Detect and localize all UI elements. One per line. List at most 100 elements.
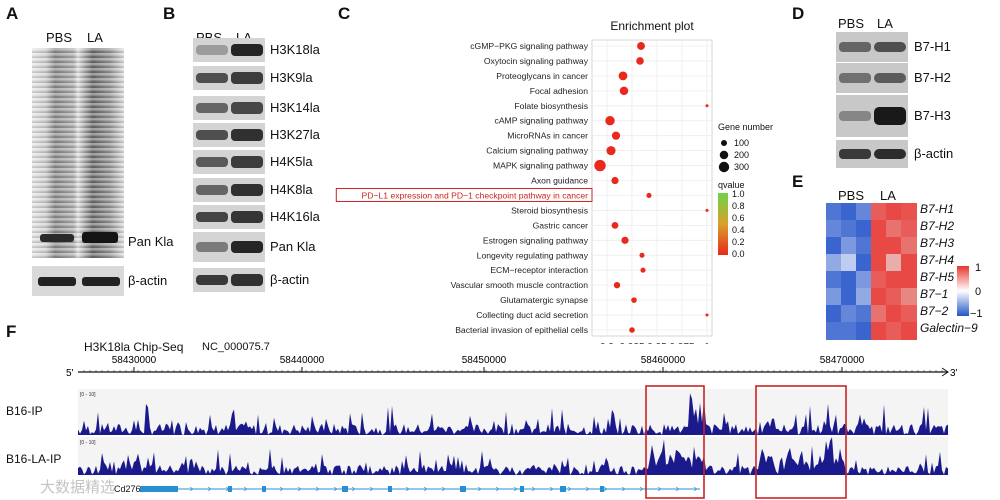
heatmap-cell [901,203,917,221]
qvalue-tick: 0.8 [732,201,745,211]
size-legend-dot [719,150,729,160]
blot-band-la [231,211,263,223]
heatmap-cell [871,305,887,323]
term-label: Calcium signaling pathway [486,146,588,156]
gene-strand-arrow [297,486,302,492]
d-band-pbs [839,149,871,159]
enrichment-point [611,131,621,140]
gene-label-cd276: Cd276 [114,484,141,494]
gene-strand-arrow [621,486,626,492]
d-band-pbs [839,42,871,52]
heatmap-cell [886,305,902,323]
term-label: Folate biosynthesis [514,101,588,111]
term-label: Proteoglycans in cancer [496,71,588,81]
enrichment-point [605,116,615,126]
blot-band-la [231,241,263,253]
term-label: PD−L1 expression and PD−1 checkpoint pat… [362,190,589,200]
panel-d-lane-la: LA [877,16,893,31]
heatmap-cell [826,305,842,323]
heatmap-cell [871,220,887,238]
heatmap-cell [826,271,842,289]
panel-d-lane-pbs: PBS [838,16,865,31]
blot-band-pbs [196,275,228,285]
heatmap-cell [886,203,902,221]
blot-2 [193,96,265,120]
highlight-box [335,187,593,202]
heatmap-cell [856,220,872,238]
blot-band-pbs [196,73,228,83]
enrichment-point [594,159,606,172]
chart-title: Enrichment plot [610,19,694,33]
heatmap-cell [841,203,857,221]
panel-a-actin-blot [32,266,124,296]
panel-d-label-0: B7-H1 [914,39,951,54]
blot-band-pbs [196,103,228,113]
heatmap-cell [886,220,902,238]
blot-band-pbs [196,185,228,195]
gene-strand-arrow [387,486,392,492]
panel-b-label-4: H4K5la [270,154,313,169]
heatmap-cell [856,322,872,340]
heatmap-cell [871,254,887,272]
enrichment-point [705,313,709,317]
d-blot-2 [836,95,908,137]
heatmap-gene-3: B7-H4 [920,253,955,267]
gene-exon [140,486,178,492]
term-label: Oxytocin signaling pathway [484,56,589,66]
enrichment-point [611,176,619,185]
gene-exon [342,486,348,492]
panel-d-label: D [792,4,805,23]
qvalue-tick: 0.4 [732,225,745,235]
chipseq-tracks: 5' 3' 58430000 58440000 58450000 58460000 5847… [66,355,958,499]
qvalue-tick: 0.2 [732,237,745,247]
panel-b-label-7: Pan Kla [270,239,316,254]
blot-band-pbs [196,157,228,167]
heatmap-cell [826,220,842,238]
gene-strand-arrow [225,486,230,492]
heatmap-gene-7: Galectin−9 [920,321,978,335]
end-5: 5' [66,368,74,379]
enrichment-point [631,297,637,303]
gene-strand-arrow [531,486,536,492]
coord-label: 58440000 [280,355,325,366]
coord-label: 58460000 [641,355,686,366]
enrichment-point [621,236,629,244]
size-legend-dot [721,140,727,146]
size-legend-title: Gene number [718,122,773,132]
enrichment-point [618,71,628,81]
panel-a-lane-la: LA [87,30,103,45]
gene-strand-arrow [675,486,680,492]
heatmap-cell [856,271,872,289]
gene-strand-arrow [513,486,518,492]
heatmap-cell [826,254,842,272]
term-label: Axon guidance [531,176,588,186]
heatmap-gene-6: B7−2 [920,304,949,318]
heatmap-cell [871,288,887,306]
x-tick-label: 1 [704,342,710,344]
gene-strand-arrow [603,486,608,492]
panel-a-label-pan-kla: Pan Kla [128,234,174,249]
heatmap-cell [901,322,917,340]
d-blot-1 [836,63,908,93]
gene-strand-arrow [477,486,482,492]
panel-d-label-3: β-actin [914,146,954,161]
blot-band-la [231,102,263,114]
chipseq-title: H3K18la Chip-Seq [84,340,184,354]
x-tick-label: 0.95 [647,342,667,344]
gene-strand-arrow [693,486,698,492]
heatmap-cell [886,322,902,340]
term-label: MicroRNAs in cancer [507,131,588,141]
enrichment-point [636,57,644,65]
track-signal [78,393,948,435]
term-label: Gastric cancer [533,220,589,230]
blot-band-la [231,184,263,196]
heatmap-cell [841,322,857,340]
heatmap-cell [856,254,872,272]
heatmap-gene-2: B7-H3 [920,236,955,250]
gene-strand-arrow [351,486,356,492]
plot-area [591,39,713,337]
qvalue-tick: 1.0 [732,189,745,199]
enrichment-point [613,281,621,289]
heatmap-cell [841,220,857,238]
track-range: [0 - 10] [80,440,96,446]
